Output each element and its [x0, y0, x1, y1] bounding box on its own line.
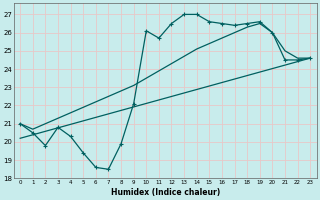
X-axis label: Humidex (Indice chaleur): Humidex (Indice chaleur) [111, 188, 220, 197]
